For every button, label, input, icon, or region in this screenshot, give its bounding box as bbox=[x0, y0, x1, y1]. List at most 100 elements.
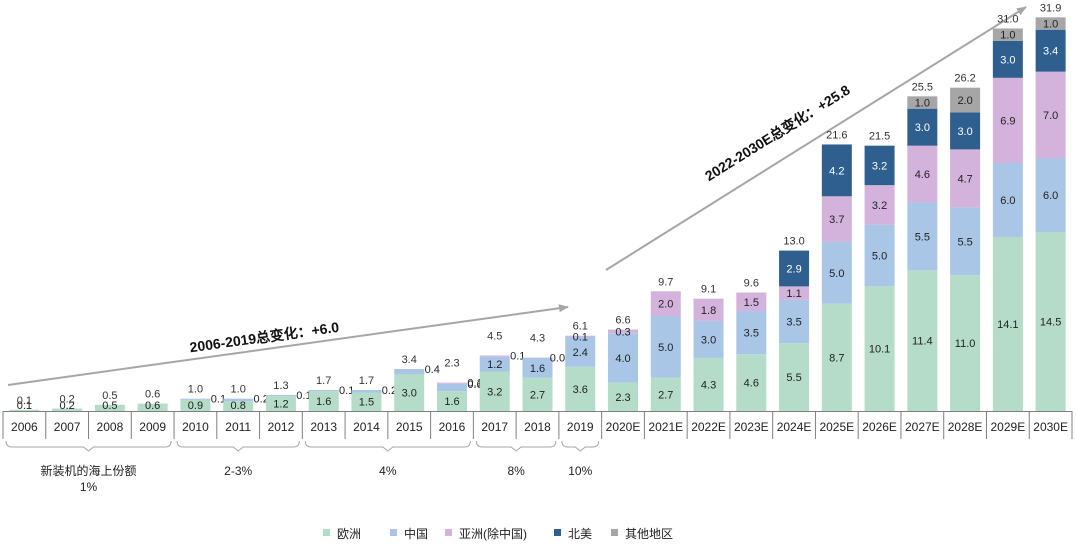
share-label: 1% bbox=[80, 480, 98, 494]
segment-label: 11.0 bbox=[955, 338, 976, 350]
segment-label: 5.5 bbox=[786, 372, 801, 384]
segment-label: 1.0 bbox=[1000, 30, 1015, 42]
segment-label: 4.2 bbox=[829, 165, 844, 177]
bar-segment bbox=[736, 311, 767, 355]
x-tick-label: 2006 bbox=[11, 420, 38, 434]
bar-segment bbox=[308, 391, 339, 411]
segment-label: 0.9 bbox=[188, 400, 203, 412]
legend-swatch bbox=[390, 529, 397, 536]
segment-label: 0.4 bbox=[425, 364, 440, 376]
segment-label: 1.2 bbox=[273, 399, 288, 411]
bar-segment bbox=[351, 392, 382, 411]
segment-label: 0.3 bbox=[615, 326, 630, 338]
bar-segment bbox=[821, 196, 852, 242]
share-label: 8% bbox=[507, 464, 525, 478]
total-label: 1.0 bbox=[188, 384, 203, 396]
x-tick-label: 2014 bbox=[353, 420, 380, 434]
share-label: 新装机的海上份额 bbox=[41, 463, 137, 478]
share-label: 10% bbox=[568, 464, 592, 478]
bar-segment bbox=[950, 112, 981, 150]
segment-label: 0.1 bbox=[17, 400, 32, 412]
bar-segment bbox=[907, 96, 938, 109]
bar-segment bbox=[436, 391, 467, 411]
total-label: 21.6 bbox=[826, 129, 847, 141]
x-tick-label: 2021E bbox=[648, 420, 683, 434]
legend-entry: 其他地区 bbox=[625, 527, 673, 541]
bar-segment bbox=[693, 320, 724, 358]
bar-segment bbox=[907, 202, 938, 271]
segment-label: 0.1 bbox=[467, 378, 482, 390]
bar-segment bbox=[137, 403, 168, 411]
total-label: 1.7 bbox=[316, 375, 331, 387]
segment-label: 4.7 bbox=[957, 173, 972, 185]
segment-label: 2.0 bbox=[658, 299, 673, 311]
segment-label: 1.6 bbox=[530, 363, 545, 375]
group-brace bbox=[561, 440, 600, 452]
segment-label: 0.1 bbox=[573, 331, 588, 343]
segment-label: 0.1 bbox=[510, 350, 525, 362]
segment-label: 3.2 bbox=[872, 200, 887, 212]
bar-segment bbox=[907, 270, 938, 411]
segment-label: 2.4 bbox=[573, 347, 588, 359]
x-tick-label: 2010 bbox=[182, 420, 209, 434]
bar-segment bbox=[650, 291, 681, 316]
legend-swatch bbox=[611, 529, 618, 536]
segment-label: 4.6 bbox=[915, 169, 930, 181]
legend-swatch bbox=[323, 529, 330, 536]
segment-label: 2.7 bbox=[658, 389, 673, 401]
x-tick-label: 2028E bbox=[948, 420, 983, 434]
total-label: 6.6 bbox=[615, 315, 630, 327]
bar-segment bbox=[1035, 232, 1066, 411]
bar-segment bbox=[180, 399, 211, 411]
legend-swatch bbox=[445, 529, 452, 536]
segment-label: 2.7 bbox=[530, 389, 545, 401]
total-label: 1.0 bbox=[231, 384, 246, 396]
segment-label: 1.5 bbox=[744, 297, 759, 309]
bar-segment bbox=[265, 394, 296, 397]
segment-label: 1.1 bbox=[786, 288, 801, 300]
bar-segment bbox=[479, 355, 510, 357]
share-label: 4% bbox=[379, 464, 397, 478]
bar-segment bbox=[522, 357, 553, 378]
bar-segment bbox=[992, 237, 1023, 411]
bar-segment bbox=[265, 396, 296, 411]
total-label: 6.1 bbox=[573, 321, 588, 333]
group-brace bbox=[304, 440, 471, 452]
segment-label: 3.4 bbox=[1043, 46, 1058, 58]
bar-segment bbox=[736, 292, 767, 312]
segment-label: 0.1 bbox=[296, 390, 311, 402]
bar-segment bbox=[479, 356, 510, 372]
legend-entry: 中国 bbox=[404, 526, 428, 541]
total-label: 3.4 bbox=[402, 354, 417, 366]
x-tick-label: 2025E bbox=[819, 420, 854, 434]
segment-label: 0.6 bbox=[467, 379, 482, 391]
segment-label: 14.1 bbox=[997, 319, 1018, 331]
x-tick-label: 2007 bbox=[54, 420, 81, 434]
x-tick-label: 2023E bbox=[734, 420, 769, 434]
segment-label: 11.4 bbox=[912, 336, 933, 348]
group-brace bbox=[176, 440, 300, 452]
segment-label: 0.1 bbox=[211, 394, 226, 406]
segment-label: 10.1 bbox=[869, 344, 890, 356]
x-tick-label: 2030E bbox=[1033, 420, 1068, 434]
bar-segment bbox=[779, 250, 810, 287]
bar-segment bbox=[565, 366, 596, 411]
trend-arrow-2 bbox=[605, 6, 1027, 271]
segment-label: 1.0 bbox=[1043, 19, 1058, 31]
legend-entry: 北美 bbox=[568, 527, 592, 541]
legend-entry: 亚洲(除中国) bbox=[459, 526, 527, 541]
total-label: 9.1 bbox=[701, 284, 716, 296]
x-tick-label: 2009 bbox=[139, 420, 166, 434]
total-label: 9.6 bbox=[744, 278, 759, 290]
x-tick-label: 2029E bbox=[991, 420, 1026, 434]
segment-label: 0.1 bbox=[339, 385, 354, 397]
x-tick-label: 2013 bbox=[310, 420, 337, 434]
bar-segment bbox=[950, 275, 981, 411]
segment-label: 3.0 bbox=[402, 387, 417, 399]
segment-label: 6.0 bbox=[1000, 195, 1015, 207]
segment-label: 4.3 bbox=[701, 379, 716, 391]
segment-label: 5.0 bbox=[658, 342, 673, 354]
segment-label: 1.0 bbox=[915, 98, 930, 110]
bar-segment bbox=[522, 377, 553, 411]
